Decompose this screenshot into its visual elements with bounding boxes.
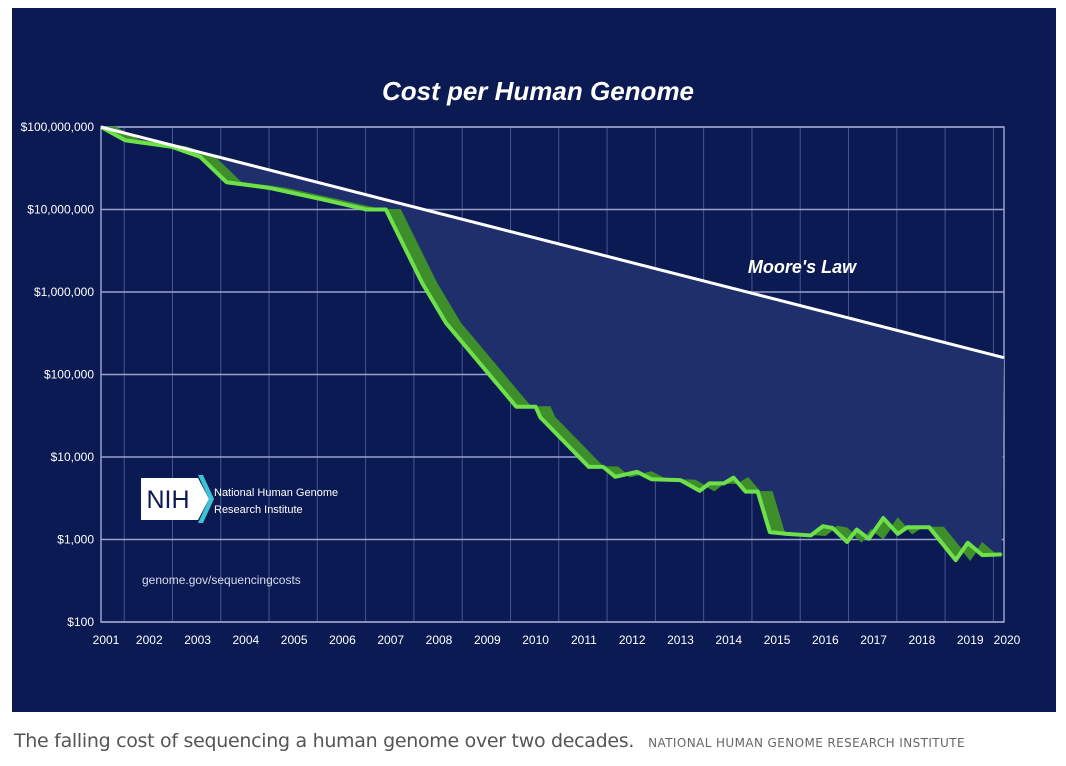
x-tick-label: 2005 — [281, 633, 308, 647]
y-tick-label: $100 — [67, 615, 94, 629]
x-tick-label: 2011 — [571, 633, 597, 647]
x-tick-label: 2018 — [909, 633, 936, 647]
y-tick-label: $1,000 — [57, 533, 94, 547]
nih-logo-chevron — [198, 475, 214, 523]
x-tick-label: 2004 — [233, 633, 260, 647]
x-tick-label: 2006 — [329, 633, 356, 647]
y-axis-labels: $100,000,000 $10,000,000 $1,000,000 $100,00… — [21, 120, 95, 629]
series — [100, 125, 1005, 563]
x-tick-label: 2019 — [957, 633, 984, 647]
x-tick-label: 2017 — [860, 633, 887, 647]
nih-logo-text: NIH — [146, 486, 189, 514]
x-axis-labels: 2001 2002 2003 2004 2005 2006 2007 2008 2009 2010… — [93, 633, 1021, 647]
caption-text: The falling cost of sequencing a human g… — [14, 730, 635, 752]
figure-caption: The falling cost of sequencing a human g… — [14, 730, 965, 752]
x-tick-label: 2013 — [667, 633, 694, 647]
nih-logo: NIH — [141, 475, 214, 523]
x-tick-label: 2007 — [377, 633, 404, 647]
y-tick-label: $100,000,000 — [21, 120, 95, 134]
x-tick-label: 2012 — [619, 633, 646, 647]
x-tick-label: 2008 — [426, 633, 453, 647]
y-tick-label: $1,000,000 — [34, 285, 94, 299]
x-tick-label: 2002 — [136, 633, 163, 647]
x-tick-label: 2020 — [994, 633, 1021, 647]
x-tick-label: 2010 — [522, 633, 549, 647]
org-name-line1: National Human Genome — [214, 487, 338, 499]
moore-law-label: Moore's Law — [748, 257, 857, 277]
x-tick-label: 2003 — [184, 633, 211, 647]
chart-title: Cost per Human Genome — [382, 76, 694, 106]
nih-logo-badge — [141, 478, 209, 520]
x-tick-label: 2014 — [715, 633, 742, 647]
y-tick-label: $100,000 — [44, 368, 94, 382]
caption-credit: NATIONAL HUMAN GENOME RESEARCH INSTITUTE — [648, 736, 965, 750]
gap-area-fill — [101, 127, 1004, 561]
source-url: genome.gov/sequencingcosts — [142, 573, 301, 587]
x-tick-label: 2001 — [93, 633, 120, 647]
gap-area — [101, 127, 1004, 561]
x-tick-label: 2009 — [474, 633, 501, 647]
org-name-line2: Research Institute — [214, 504, 303, 516]
y-tick-label: $10,000 — [51, 450, 95, 464]
x-tick-label: 2016 — [812, 633, 839, 647]
x-tick-label: 2015 — [764, 633, 791, 647]
moore-law-line — [100, 125, 1005, 360]
y-tick-label: $10,000,000 — [27, 203, 94, 217]
cost-line — [100, 125, 1002, 563]
